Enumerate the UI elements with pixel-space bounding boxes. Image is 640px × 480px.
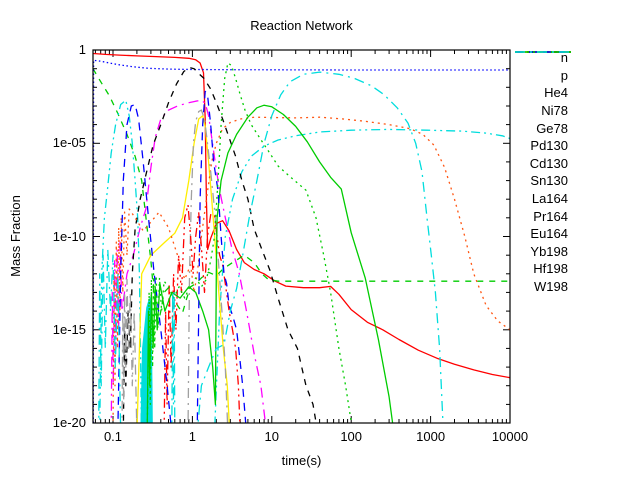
y-tick-label: 1e-20 (52, 415, 86, 430)
series-Eu164 (146, 104, 394, 423)
legend-entry-p: p (514, 51, 638, 85)
x-axis-label: time(s) (281, 453, 322, 468)
legend-label: p (560, 67, 568, 83)
legend-entry-Sn130: Sn130 (514, 51, 638, 190)
legend-label: He4 (544, 85, 568, 101)
legend-entry-Cd130: Cd130 (514, 51, 638, 173)
Ge78-oscillation-blob (140, 296, 153, 423)
legend-line-sample (515, 51, 571, 53)
series-n (93, 52, 510, 379)
series-Ge78 (99, 99, 510, 423)
series-Cd130 (122, 66, 317, 423)
legend-entry-Hf198: Hf198 (514, 51, 638, 278)
legend-label: n (560, 50, 568, 66)
legend-entry-La164: La164 (514, 51, 638, 208)
x-tick-label: 0.1 (103, 429, 123, 444)
x-tick-label: 1000 (416, 429, 446, 444)
legend-entry-He4: He4 (514, 51, 638, 102)
legend-label: La164 (531, 191, 568, 207)
x-tick-label: 10 (264, 429, 280, 444)
x-tick-label: 1 (188, 429, 196, 444)
legend-label: Yb198 (530, 243, 568, 259)
series-Pd130 (136, 115, 230, 423)
legend-label: Cd130 (529, 155, 568, 171)
legend-entry-Ge78: Ge78 (514, 51, 638, 137)
y-tick-label: 1 (78, 42, 86, 57)
y-tick-label: 1e-05 (52, 135, 86, 151)
chart-title: Reaction Network (250, 18, 353, 33)
legend-entry-Yb198: Yb198 (514, 51, 638, 261)
legend-entry-W198: W198 (514, 51, 638, 296)
legend-label: Pd130 (530, 138, 568, 154)
series-W198 (98, 71, 444, 423)
legend-label: Eu164 (530, 226, 568, 242)
legend-label: Ni78 (541, 103, 568, 119)
x-tick-label: 10000 (491, 429, 529, 444)
legend-label: Pr164 (533, 208, 568, 224)
series-p (93, 68, 510, 325)
legend-entry-Eu164: Eu164 (514, 51, 638, 243)
legend-entry-Pr164: Pr164 (514, 51, 638, 225)
y-tick-label: 1e-15 (52, 321, 86, 337)
x-tick-label: 100 (340, 429, 363, 444)
legend-label: W198 (534, 279, 568, 295)
legend-label: Ge78 (536, 120, 568, 136)
series-Ni78 (110, 99, 267, 423)
legend: n p He4 Ni78 Ge78 Pd130 Cd130 Sn130 La164 Pr164 Eu… (514, 49, 638, 295)
legend-label: Sn130 (530, 173, 568, 189)
y-tick-label: 1e-10 (52, 228, 86, 244)
series-Sn130 (112, 116, 510, 423)
series-He4 (93, 59, 510, 423)
series-Yb198 (117, 90, 247, 423)
legend-entry-Pd130: Pd130 (514, 51, 638, 155)
legend-entry-Ni78: Ni78 (514, 51, 638, 120)
legend-label: Hf198 (533, 261, 568, 277)
